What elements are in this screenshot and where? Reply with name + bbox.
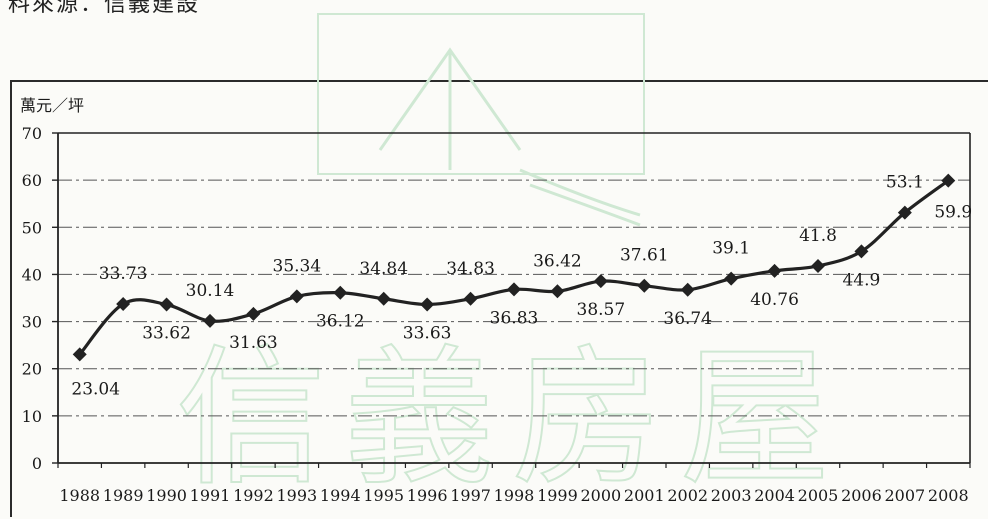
data-point-marker <box>724 271 739 286</box>
data-point-marker <box>767 263 782 278</box>
y-tick-label: 40 <box>22 265 42 284</box>
data-label: 53.1 <box>886 173 924 193</box>
source-caption: 料來源：信義建設 <box>8 0 201 17</box>
x-tick-label: 2001 <box>624 486 665 505</box>
data-point-marker <box>637 278 652 293</box>
data-point-marker <box>333 285 348 300</box>
data-point-marker <box>811 258 825 273</box>
data-label: 23.04 <box>71 379 120 399</box>
y-tick-label: 30 <box>22 313 42 332</box>
data-label: 40.76 <box>750 290 799 310</box>
data-label: 37.61 <box>620 246 669 266</box>
axes <box>52 132 971 468</box>
data-label: 36.74 <box>663 309 712 329</box>
x-tick-label: 1990 <box>146 486 187 505</box>
data-point-marker <box>854 244 869 259</box>
x-tick-label: 2006 <box>841 486 882 505</box>
data-label: 34.83 <box>446 259 495 279</box>
y-tick-label: 0 <box>32 454 42 473</box>
x-tick-label: 1994 <box>320 486 361 505</box>
data-point-marker <box>420 297 435 312</box>
watermark-logo-mark <box>378 47 522 170</box>
data-label: 36.12 <box>316 312 365 332</box>
x-tick-label: 1993 <box>276 486 317 505</box>
data-label: 35.34 <box>273 256 322 276</box>
data-label: 33.73 <box>99 264 148 284</box>
data-label: 31.63 <box>229 333 278 353</box>
data-label: 34.84 <box>359 259 408 279</box>
x-tick-label: 1995 <box>363 486 404 505</box>
data-point-marker <box>463 291 478 306</box>
data-label: 33.63 <box>403 323 452 343</box>
data-label: 39.1 <box>712 239 750 259</box>
y-tick-label: 60 <box>22 171 42 190</box>
x-tick-label: 1989 <box>103 486 144 505</box>
y-tick-label: 20 <box>22 360 42 379</box>
data-label: 33.62 <box>142 324 191 344</box>
data-label: 59.9 <box>934 203 972 223</box>
watermark-logo-swoosh <box>519 168 641 227</box>
data-point-marker <box>116 296 131 311</box>
x-tick-label: 1998 <box>494 486 535 505</box>
x-tick-label: 1999 <box>537 486 578 505</box>
data-point-marker <box>159 297 174 312</box>
x-tick-label: 2008 <box>928 486 969 505</box>
data-point-marker <box>203 313 217 328</box>
data-label: 41.8 <box>799 226 837 246</box>
x-tick-label: 1992 <box>233 486 274 505</box>
x-tick-label: 1996 <box>407 486 448 505</box>
watermark-box <box>317 13 645 175</box>
chart-frame <box>10 80 988 517</box>
y-axis-label: 萬元／坪 <box>20 96 84 115</box>
data-point-marker <box>897 205 912 220</box>
data-point-marker <box>72 347 87 362</box>
data-point-marker <box>550 284 565 299</box>
x-tick-label: 1988 <box>59 486 100 505</box>
y-tick-label: 70 <box>22 124 42 143</box>
data-point-marker <box>680 282 695 297</box>
x-tick-label: 2005 <box>798 486 839 505</box>
data-labels: 23.04 33.73 33.62 30.14 31.63 35.34 36.12 34.84… <box>71 173 972 400</box>
x-tick-label: 2004 <box>754 486 795 505</box>
x-tick-label: 2003 <box>711 486 752 505</box>
x-tick-label: 2000 <box>580 486 621 505</box>
data-label: 30.14 <box>186 281 235 301</box>
x-tick-label: 2002 <box>667 486 708 505</box>
x-tick-label: 2007 <box>884 486 925 505</box>
data-point-marker <box>941 173 956 188</box>
data-label: 44.9 <box>842 270 880 290</box>
data-point-marker <box>376 291 391 306</box>
data-point-marker <box>593 274 608 289</box>
data-label: 38.57 <box>577 300 626 320</box>
data-point-marker <box>289 289 304 304</box>
x-tick-label: 1991 <box>190 486 231 505</box>
data-label: 36.83 <box>490 308 539 328</box>
data-point-marker <box>246 306 261 321</box>
watermark-text: 信義房屋 <box>176 332 848 506</box>
data-label: 36.42 <box>533 251 582 271</box>
data-points <box>72 173 956 362</box>
y-tick-label: 10 <box>22 407 42 426</box>
y-tick-label: 50 <box>22 218 42 237</box>
data-point-marker <box>507 282 521 297</box>
x-tick-label: 1997 <box>450 486 491 505</box>
watermark: 信義房屋 <box>175 13 848 507</box>
